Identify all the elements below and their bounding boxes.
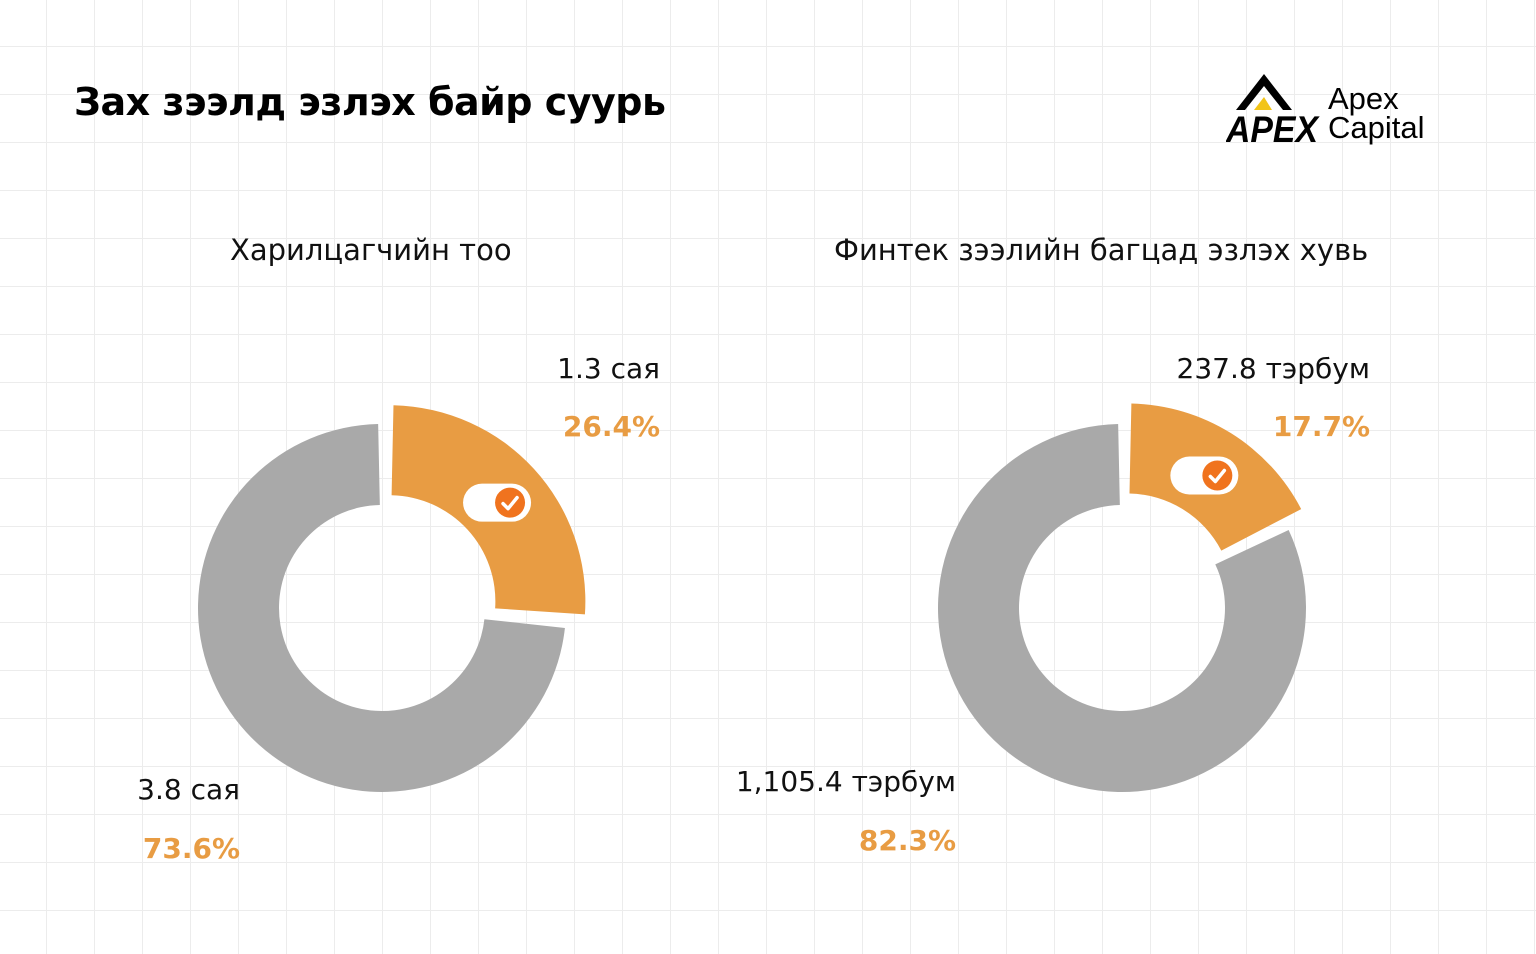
chart-2-title: Финтек зээлийн багцад эзлэх хувь [834, 233, 1369, 267]
chart-2-slice-2-value-label: 1,105.4 тэрбум [735, 765, 956, 798]
logo-mark-text: APEX [1226, 109, 1320, 150]
page-title: Зах зээлд эзлэх байр суурь [74, 80, 666, 124]
apex-logo-mark-icon: APEX [1225, 74, 1320, 150]
chart-1-check-toggle-icon [463, 483, 532, 522]
logo-line-1: Apex [1328, 81, 1399, 116]
chart-1-slice-2-value-label: 3.8 сая [137, 773, 240, 806]
chart-1-slice-2-percent-label: 73.6% [142, 832, 240, 865]
donut-chart-fintek-share [938, 403, 1306, 792]
chart-2-slice-2 [938, 424, 1306, 792]
apex-capital-logo: APEX Apex Capital [1225, 70, 1466, 152]
logo-wordmark: Apex Capital [1328, 81, 1425, 145]
chart-2-slice-1-value-label: 237.8 тэрбум [1176, 352, 1370, 385]
logo-line-2: Capital [1328, 110, 1425, 145]
chart-2-check-toggle-icon [1170, 456, 1239, 495]
donut-chart-customers [198, 405, 586, 793]
chart-2-slice-1-percent-label: 17.7% [1272, 410, 1370, 443]
chart-1-slice-1-percent-label: 26.4% [562, 410, 660, 443]
chart-2-slice-2-percent-label: 82.3% [858, 824, 956, 857]
chart-1-slice-2 [198, 424, 565, 793]
chart-1-slice-1-value-label: 1.3 сая [557, 352, 660, 385]
chart-1-title: Харилцагчийн тоо [230, 233, 512, 267]
